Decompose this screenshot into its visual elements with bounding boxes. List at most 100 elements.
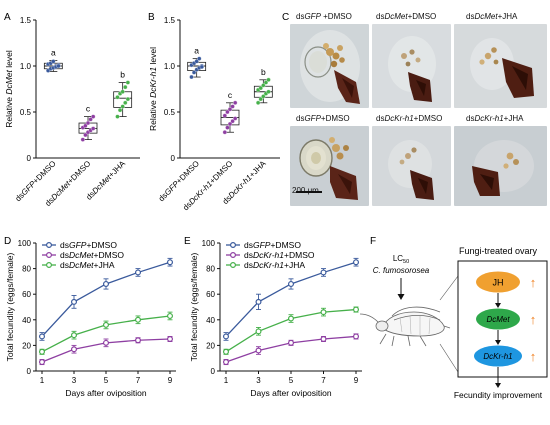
- y-tick-label: 40: [22, 316, 31, 325]
- data-point: [255, 347, 262, 354]
- y-tick-label: 1.5: [20, 16, 32, 25]
- data-point: [51, 59, 56, 64]
- x-tick-label: 5: [104, 376, 109, 385]
- data-point: [320, 336, 327, 343]
- legend-label: dsDcMet+DMSO: [60, 250, 124, 260]
- data-point: [266, 77, 271, 82]
- line-chart-d: 0 20 40 60 80 100 1 3 5 7 9 Days after oviposition T…: [5, 239, 176, 398]
- data-point: [189, 74, 194, 80]
- panel-letter-a: A: [4, 12, 11, 23]
- data-point: [88, 117, 93, 122]
- up-arrow-dcmet: ↑: [530, 312, 537, 327]
- arrowhead-dcmet-dckr: [495, 340, 501, 345]
- y-tick-label: 20: [22, 341, 31, 350]
- data-point: [258, 85, 263, 91]
- arrowhead-jh-dcmet: [495, 303, 501, 308]
- panel-letter-e: E: [184, 236, 191, 247]
- data-point: [135, 316, 142, 323]
- legend-label: dsGFP+DMSO: [60, 240, 117, 250]
- y-tick-label: 100: [202, 239, 216, 248]
- data-point: [258, 96, 263, 102]
- data-point: [230, 119, 235, 124]
- photo-label-4: dsGFP+DMSO: [296, 114, 350, 123]
- data-point: [102, 339, 109, 346]
- significance-letter: c: [228, 90, 233, 100]
- panel-letter-f: F: [370, 236, 376, 247]
- legend-label: dsDcKr-h1+JHA: [244, 260, 305, 270]
- data-point: [288, 315, 295, 322]
- data-point: [223, 348, 230, 355]
- y-tick-label: 60: [206, 290, 215, 299]
- x-tick-label: 9: [354, 376, 359, 385]
- data-point: [91, 114, 96, 119]
- ovary-box: [457, 260, 548, 378]
- data-point: [38, 333, 45, 340]
- y-tick-label: 0: [171, 154, 176, 163]
- data-point: [197, 56, 202, 61]
- data-point: [83, 132, 88, 138]
- significance-letter: b: [261, 67, 266, 77]
- data-point: [115, 95, 120, 100]
- up-arrow-dckr: ↑: [530, 349, 537, 364]
- legend-marker: [45, 252, 52, 259]
- x-tick-label: 3: [256, 376, 261, 385]
- data-point: [117, 108, 123, 113]
- significance-letter: c: [86, 104, 91, 114]
- node-jh-label: JH: [493, 278, 504, 288]
- data-point: [102, 321, 109, 328]
- y-tick-label: 0: [211, 367, 216, 376]
- data-point: [123, 100, 128, 105]
- insect-illustration: [359, 306, 451, 347]
- node-jh: [476, 271, 520, 293]
- photo-label-5: dsDcKr-h1+DMSO: [376, 114, 443, 123]
- outcome-label: Fecundity improvement: [454, 390, 543, 400]
- x-axis-label: Days after oviposition: [250, 388, 332, 398]
- photo-label-3: dsDcMet+JHA: [466, 12, 518, 21]
- data-point: [255, 298, 262, 305]
- data-point: [261, 83, 266, 88]
- lc-label: LC50: [393, 254, 409, 265]
- y-tick-label: 40: [206, 316, 215, 325]
- micrograph-4: [290, 126, 369, 206]
- y-tick-label: 80: [22, 265, 31, 274]
- zoom-line-top: [439, 275, 459, 301]
- y-axis-label: Total fecundity (eggs/female): [5, 253, 15, 362]
- data-point: [288, 339, 295, 346]
- node-dcmet-label: DcMet: [486, 315, 510, 324]
- up-arrow-jh: ↑: [530, 275, 537, 290]
- data-point: [353, 259, 360, 266]
- data-point: [222, 130, 227, 135]
- node-dckr: [474, 345, 522, 367]
- data-point: [80, 137, 85, 142]
- x-tick-label: 3: [72, 376, 77, 385]
- legend-label: dsGFP+DMSO: [244, 240, 301, 250]
- y-tick-label: 1.0: [20, 62, 32, 71]
- y-tick-label: 20: [206, 341, 215, 350]
- data-point: [353, 306, 360, 313]
- y-tick-label: 100: [18, 239, 32, 248]
- arrowhead-to-outcome: [495, 383, 501, 388]
- micrograph-3: [454, 24, 547, 108]
- data-point: [255, 328, 262, 335]
- data-point: [102, 280, 109, 287]
- panel-letter-c: C: [282, 12, 289, 23]
- photo-label-6: dsDcKr-h1+JHA: [466, 114, 524, 123]
- data-point: [56, 63, 61, 69]
- scale-bar-label: 200 μm: [292, 186, 319, 195]
- data-point: [120, 89, 125, 94]
- legend-marker: [230, 252, 237, 259]
- data-point: [266, 89, 271, 94]
- data-point: [233, 100, 238, 105]
- series-line: [225, 261, 357, 337]
- data-point: [125, 80, 131, 85]
- data-point: [255, 100, 261, 105]
- micrograph-5: [372, 126, 451, 206]
- y-tick-label: 0: [27, 154, 32, 163]
- data-point: [91, 126, 96, 131]
- node-dckr-label: DcKr-h1: [483, 352, 512, 361]
- data-point: [225, 109, 230, 115]
- data-point: [223, 359, 230, 366]
